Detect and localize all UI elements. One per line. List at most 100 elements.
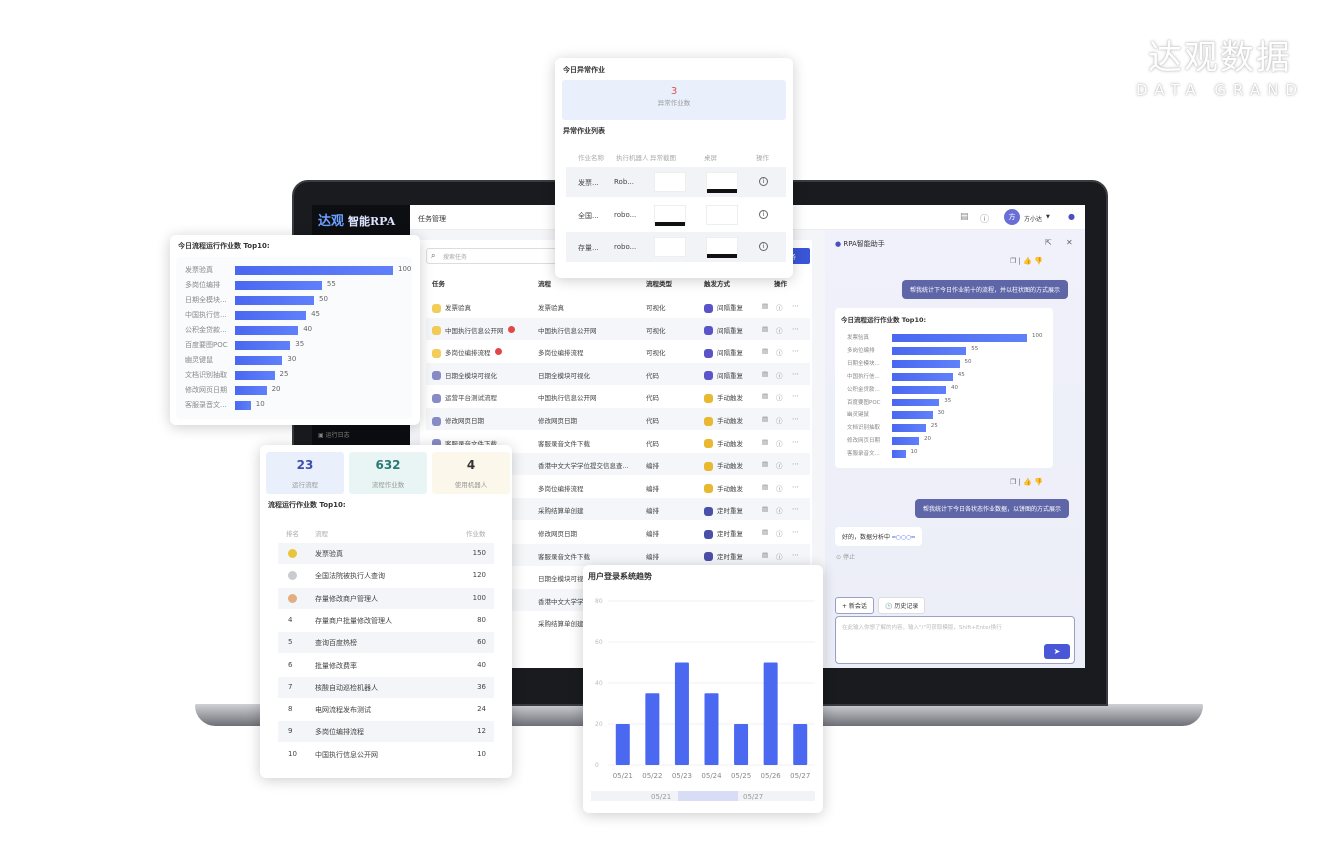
more-icon[interactable]: ⋯ [792,369,799,378]
new-chat-button[interactable]: + 新会话 [835,597,874,614]
desktop-thumbnail[interactable] [706,172,738,193]
help-icon[interactable]: ⓘ [980,215,990,225]
column-header-screenshot: 异常截图 [650,154,676,162]
rank-number: 6 [288,660,293,669]
exception-row: 发票... Rob... i [566,167,786,197]
trigger-icon [704,461,713,471]
chevron-down-icon[interactable]: ▼ [1046,214,1050,220]
edit-icon[interactable]: ▤ [762,528,769,536]
table-row[interactable]: 运营平台测试流程 中国执行信息公开网 代码 手动触发 ▤ ⓘ ⋯ [426,385,810,408]
x-tick-label: 05/21 [613,772,633,780]
edit-icon[interactable]: ▤ [762,437,769,446]
info-icon[interactable]: ⓘ [776,484,783,493]
bar [235,326,299,336]
more-icon[interactable]: ⋯ [792,528,799,536]
chat-input[interactable]: 在此输入你想了解的内容，输入"/"可获取模版，Shift+Enter换行 [835,616,1075,664]
edit-icon[interactable]: ▤ [762,460,769,469]
screenshot-thumbnail[interactable] [654,204,686,226]
info-icon[interactable]: ⓘ [776,371,783,380]
send-button[interactable]: ➤ [1044,644,1070,659]
info-icon[interactable]: ⓘ [776,552,783,561]
info-icon[interactable]: i [759,177,768,186]
x-tick-label: 05/27 [790,772,810,780]
table-row[interactable]: 修改网页日期 编排 定时重复 ▤ ⓘ ⋯ [426,521,810,543]
info-icon[interactable]: ⓘ [776,326,783,335]
table-row[interactable]: 发票验真 发票验真 可视化 间隔重复 ▤ ⓘ ⋯ [426,295,810,317]
table-row[interactable]: 客服录音文件下载 客服录音文件下载 代码 手动触发 ▤ ⓘ ⋯ [426,430,810,453]
more-icon[interactable]: ⋯ [792,460,799,469]
bar [235,311,307,321]
more-icon[interactable]: ⋯ [792,437,799,446]
more-icon[interactable]: ⋯ [792,302,799,310]
trigger-label: 间隔重复 [717,349,743,358]
close-icon[interactable]: ✕ [1066,238,1073,247]
history-button[interactable]: 🕒 历史记录 [878,597,926,614]
code-flow-icon [432,439,441,449]
bar [892,359,960,368]
more-icon[interactable]: ⋯ [792,392,799,401]
column-header-robot: 执行机器人 [616,154,649,162]
bar-label: 修改网页日期 [185,386,227,394]
avatar[interactable]: 方 [1004,209,1020,225]
info-icon[interactable]: ⓘ [776,462,783,471]
search-input[interactable]: ⌕ 搜索任务 [426,248,561,264]
feedback-icons[interactable]: ❐ | 👍 👎 [1010,478,1043,486]
info-icon[interactable]: ⓘ [776,394,783,403]
info-icon[interactable]: ⓘ [776,439,783,448]
edit-icon[interactable]: ▤ [762,415,769,423]
more-icon[interactable]: ⋯ [792,347,799,356]
table-row[interactable]: 中国执行信息公开网 中国执行信息公开网 可视化 间隔重复 ▤ ⓘ ⋯ [426,317,810,340]
bar [892,334,1027,342]
edit-icon[interactable]: ▤ [762,482,769,491]
info-icon[interactable]: i [759,242,768,251]
user-name[interactable]: 方小达 [1024,216,1043,223]
info-icon[interactable]: ⓘ [776,417,783,425]
trigger-icon [704,416,713,426]
column-header-action: 操作 [756,154,769,162]
info-icon[interactable]: ⓘ [776,507,783,516]
rank-row: 存量修改商户管理人 100 [278,587,494,609]
sidebar-item-run-log[interactable]: ▣ 运行日志 [318,432,350,439]
edit-icon[interactable]: ▤ [762,324,769,333]
table-row[interactable]: 多岗位编排流程 多岗位编排流程 可视化 间隔重复 ▤ ⓘ ⋯ [426,340,810,363]
table-row[interactable]: 修改网页日期 修改网页日期 代码 手动触发 ▤ ⓘ ⋯ [426,408,810,430]
edit-icon[interactable]: ▤ [762,505,769,514]
open-external-icon[interactable]: ⇱ [1045,238,1052,247]
y-tick-label: 20 [595,721,603,728]
edit-icon[interactable]: ▤ [762,347,769,356]
edit-icon[interactable]: ▤ [762,550,769,559]
screenshot-thumbnail[interactable] [654,237,686,257]
desktop-thumbnail[interactable] [706,204,738,225]
info-icon[interactable]: ⓘ [776,530,783,538]
document-icon[interactable]: ▤ [960,212,969,222]
edit-icon[interactable]: ▤ [762,392,769,401]
edit-icon[interactable]: ▤ [762,369,769,378]
robot-icon[interactable]: ● [1068,212,1075,221]
info-icon[interactable]: ⓘ [776,304,783,312]
task-cell: 修改网页日期 [432,415,484,426]
table-row[interactable]: 日期全模块可视化 日期全模块可视化 代码 间隔重复 ▤ ⓘ ⋯ [426,362,810,385]
trigger-label: 间隔重复 [717,371,743,380]
flow-cell: 修改网页日期 [538,417,577,425]
table-row[interactable]: 采购结算单创建 编排 定时重复 ▤ ⓘ ⋯ [426,498,810,521]
more-icon[interactable]: ⋯ [792,324,799,333]
trigger-cell: 间隔重复 [704,347,743,358]
desktop-thumbnail[interactable] [706,237,738,258]
info-icon[interactable]: i [759,209,768,219]
more-icon[interactable]: ⋯ [792,482,799,491]
stop-button[interactable]: ⊙ 停止 [836,554,855,561]
more-icon[interactable]: ⋯ [792,415,799,423]
exception-row: 全国... robo... i [566,199,786,230]
task-cell: 运营平台测试流程 [432,392,497,403]
edit-icon[interactable]: ▤ [762,302,769,310]
info-icon[interactable]: ⓘ [776,349,783,358]
trigger-cell: 定时重复 [704,505,743,516]
feedback-icons[interactable]: ❐ | 👍 👎 [1010,257,1043,265]
more-icon[interactable]: ⋯ [792,505,799,514]
page-title: 任务管理 [418,215,446,223]
app-logo[interactable]: 达观 智能RPA [318,210,395,229]
flow-type-cell: 编排 [646,552,659,561]
screenshot-thumbnail[interactable] [654,172,686,192]
rank-flow: 全国法院被执行人查询 [315,572,385,581]
more-icon[interactable]: ⋯ [792,550,799,559]
